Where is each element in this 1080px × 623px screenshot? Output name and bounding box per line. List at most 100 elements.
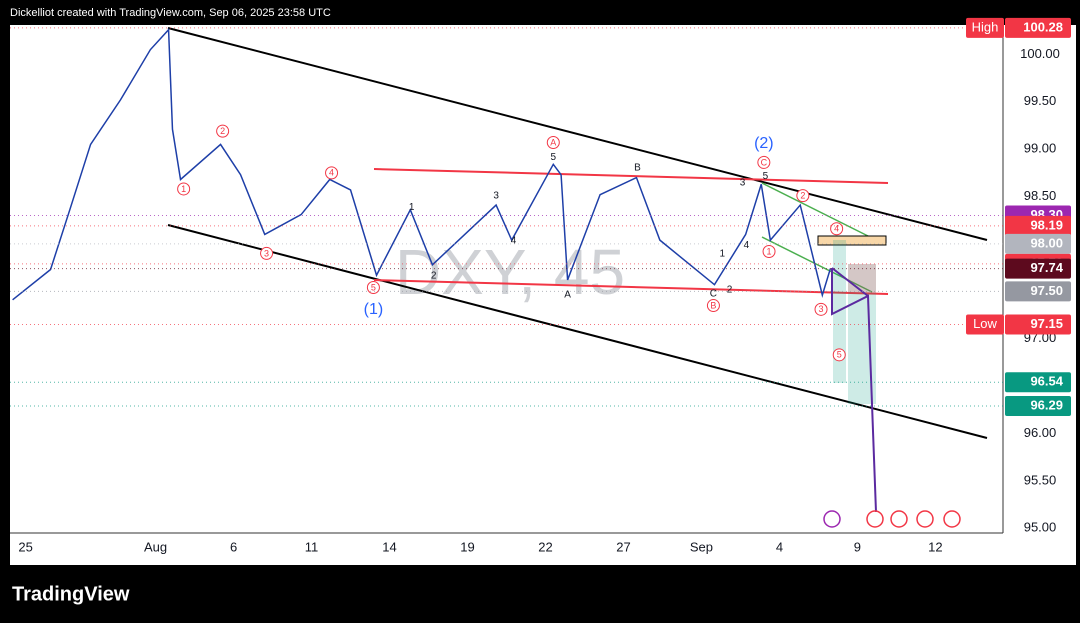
wave-label: A (550, 137, 556, 147)
wave-label: A (564, 289, 571, 300)
price-badge-label: 97.74 (1030, 260, 1063, 275)
wave-label: C (710, 288, 717, 299)
price-badge-label: 98.00 (1030, 235, 1063, 250)
price-badge-label: 96.29 (1030, 397, 1063, 412)
wave-circle (832, 348, 846, 362)
price-badge (1005, 281, 1071, 302)
wave-label: 2 (431, 270, 437, 281)
price-tag-label: Low (973, 316, 997, 331)
drawings (10, 25, 1004, 534)
price-tag (966, 314, 1004, 335)
price-badge-label: 98.19 (1030, 217, 1063, 232)
wave-label: 5 (371, 282, 376, 292)
price-badge-label: 97.50 (1030, 283, 1063, 298)
wave-circle (325, 166, 339, 180)
wave-label: 3 (740, 177, 746, 188)
price-badge-label: 97.15 (1030, 316, 1063, 331)
wave-label: 4 (329, 168, 334, 178)
x-tick-label: 25 (18, 539, 32, 554)
wave-label: 1 (767, 246, 772, 256)
wave-circle (706, 299, 720, 313)
wave-label: 2 (727, 285, 733, 296)
price-badge (1005, 258, 1071, 279)
zone (817, 235, 887, 246)
wave-label: B (710, 300, 716, 310)
price-badge (1005, 314, 1071, 335)
footer-logo[interactable]: TradingView (12, 583, 130, 605)
wave-circle (762, 245, 776, 259)
header: Dickelliot created with TradingView.com,… (10, 7, 331, 19)
price-tag (966, 17, 1004, 38)
wave-circle (177, 182, 191, 196)
event-icon[interactable] (890, 510, 908, 528)
wave-circle (814, 302, 828, 316)
event-icon[interactable] (823, 510, 841, 528)
channel-bottom (167, 224, 988, 439)
event-icon[interactable] (866, 510, 884, 528)
y-tick-label: 96.00 (1024, 425, 1057, 440)
range-top (373, 168, 889, 184)
wave-circle (830, 222, 844, 236)
price-badge-label: 100.28 (1023, 19, 1063, 34)
wedge-top (761, 182, 873, 239)
x-tick-label: 22 (538, 539, 552, 554)
wave-label: 3 (493, 191, 499, 202)
wave-label: (1) (364, 301, 384, 318)
wave-circle (366, 281, 380, 295)
event-icon[interactable] (916, 510, 934, 528)
wave-label: C (761, 157, 768, 167)
wave-label: 1 (409, 202, 415, 213)
price-badge (1005, 396, 1071, 416)
x-tick-label: 4 (776, 539, 783, 554)
channel-top (167, 27, 988, 241)
wave-circle (546, 136, 560, 150)
price-badge (1005, 372, 1071, 393)
price-badge (1005, 215, 1071, 236)
price-badge (1005, 233, 1071, 254)
wave-label: 4 (511, 235, 517, 246)
x-tick-label: Sep (690, 539, 713, 554)
wave-circle (757, 155, 771, 169)
chart-area (10, 25, 1076, 565)
x-tick-label: 27 (616, 539, 630, 554)
wave-label: 4 (834, 224, 839, 234)
wave-label: 1 (719, 249, 725, 260)
x-tick-label: 6 (230, 539, 237, 554)
price-badge (1005, 17, 1071, 38)
price-badge-label: 96.54 (1030, 374, 1063, 389)
x-tick-label: 14 (382, 539, 396, 554)
wave-label: B (634, 162, 641, 173)
wedge-bottom (761, 236, 873, 293)
wave-label: 3 (264, 248, 269, 258)
wave-label: 2 (220, 126, 225, 136)
wave-label: 2 (800, 190, 805, 200)
x-tick-label: Aug (144, 539, 167, 554)
y-tick-label: 100.00 (1020, 46, 1060, 61)
wave-label: 4 (744, 240, 750, 251)
watermark: DXY, 45 (395, 236, 625, 308)
wave-label: 5 (837, 350, 842, 360)
projection (831, 268, 877, 513)
y-tick-label: 95.50 (1024, 472, 1057, 487)
wave-label: 3 (819, 304, 824, 314)
x-tick-label: 9 (854, 539, 861, 554)
y-tick-label: 99.50 (1024, 93, 1057, 108)
wave-circle (796, 189, 810, 203)
wave-circle (260, 246, 274, 260)
wave-label: 5 (551, 152, 557, 163)
y-tick-label: 99.00 (1024, 141, 1057, 156)
x-tick-label: 19 (460, 539, 474, 554)
price-tag-label: High (972, 19, 999, 34)
x-tick-label: 12 (928, 539, 942, 554)
y-tick-label: 98.50 (1024, 188, 1057, 203)
x-tick-label: 11 (305, 539, 319, 554)
wave-circle (216, 124, 230, 138)
price-line (12, 27, 832, 301)
wave-label: 1 (181, 184, 186, 194)
event-icon[interactable] (943, 510, 961, 528)
wave-label: 5 (763, 171, 769, 182)
y-tick-label: 95.00 (1024, 520, 1057, 535)
wave-label: (2) (754, 135, 774, 152)
